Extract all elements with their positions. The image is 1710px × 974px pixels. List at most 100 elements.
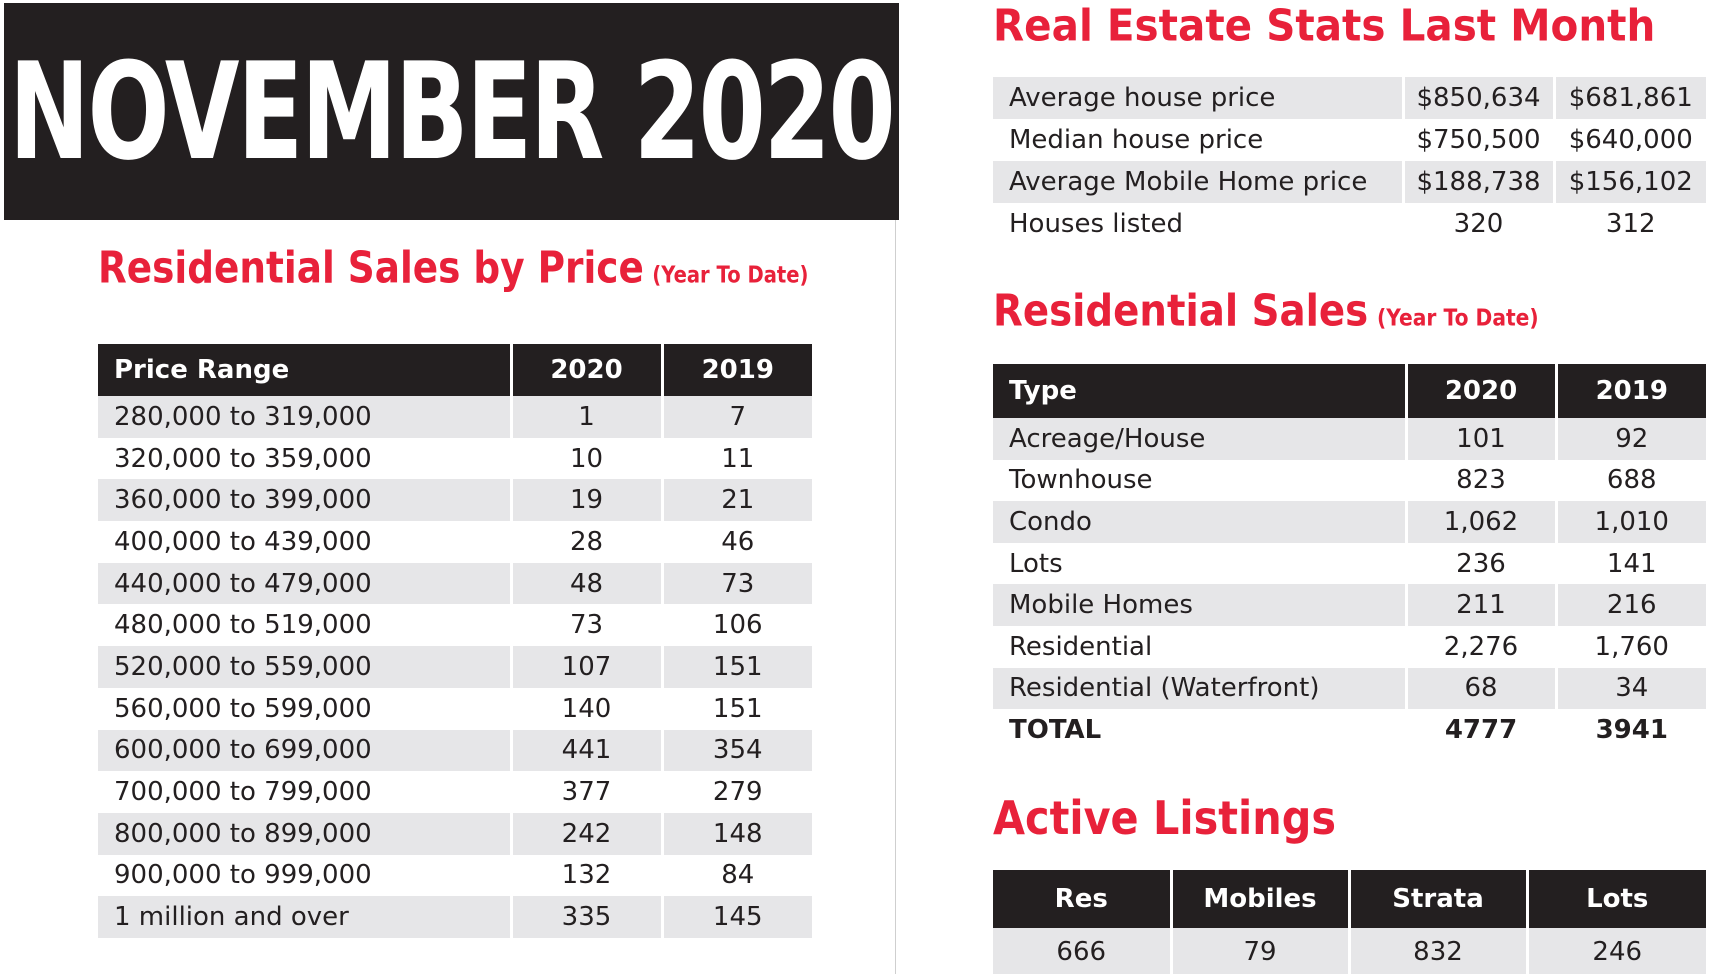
price-range: 1 million and over <box>98 896 511 938</box>
table-row: Condo 1,062 1,010 <box>993 501 1706 543</box>
stats-section-heading: Real Estate Stats Last Month <box>993 1 1655 52</box>
table-header-row: Price Range 2020 2019 <box>98 344 812 396</box>
count-2019: 688 <box>1554 459 1706 502</box>
count-2019: 354 <box>660 729 812 772</box>
active-section-heading: Active Listings <box>993 791 1336 845</box>
table-row: Average Mobile Home price $188,738 $156,10… <box>993 161 1706 203</box>
table-row: Townhouse 823 688 <box>993 459 1706 502</box>
count-2019: 106 <box>660 604 812 647</box>
count-2020: 236 <box>1404 542 1556 585</box>
sales-section-heading: Residential Sales (Year To Date) <box>993 286 1539 337</box>
count-2019: 7 <box>660 396 812 438</box>
table-row: 560,000 to 599,000 140 151 <box>98 687 812 730</box>
banner-title: NOVEMBER 2020 <box>9 33 896 190</box>
column-header: Strata <box>1347 870 1527 928</box>
price-range: 360,000 to 399,000 <box>98 479 511 522</box>
stat-label: Average house price <box>993 77 1403 119</box>
stat-label: Average Mobile Home price <box>993 161 1403 203</box>
count-2019: 216 <box>1554 584 1706 626</box>
count-2020: 68 <box>1404 667 1556 710</box>
price-range: 480,000 to 519,000 <box>114 610 372 641</box>
count-2019: 92 <box>1554 418 1706 460</box>
stat-label: Median house price <box>1009 125 1264 155</box>
column-divider <box>895 220 896 974</box>
active-section-title: Active Listings <box>993 791 1336 845</box>
column-header: Mobiles <box>1169 870 1349 928</box>
property-type: Residential <box>1009 631 1153 662</box>
count-2020: 107 <box>509 646 662 688</box>
count-2020: 48 <box>509 562 662 605</box>
active-listings-table: Res Mobiles Strata Lots 666 79 832 246 <box>993 870 1706 974</box>
count-2019: 11 <box>660 437 812 480</box>
column-header: Type <box>993 364 1406 418</box>
stat-value-prior: $681,861 <box>1552 77 1706 119</box>
total-row: TOTAL 4777 3941 <box>993 709 1706 751</box>
count-2019: 21 <box>660 479 812 522</box>
table-row: Mobile Homes 211 216 <box>993 584 1706 626</box>
price-table: Price Range 2020 2019 280,000 to 319,000… <box>98 344 812 938</box>
active-strata-count: 832 <box>1347 928 1527 974</box>
stat-value-prior: $640,000 <box>1552 119 1706 161</box>
count-2020: 1,062 <box>1404 501 1556 543</box>
total-2020: 4777 <box>1404 709 1556 751</box>
active-mobiles-count: 79 <box>1169 928 1349 974</box>
column-header: 2020 <box>1404 364 1556 418</box>
property-type: Residential (Waterfront) <box>993 667 1406 710</box>
property-type: Condo <box>993 501 1406 543</box>
table-row: 280,000 to 319,000 1 7 <box>98 396 812 438</box>
price-range: 520,000 to 559,000 <box>98 646 511 688</box>
property-type: Lots <box>1009 548 1063 579</box>
price-range: 600,000 to 699,000 <box>98 729 511 772</box>
column-header: 2019 <box>660 344 812 396</box>
price-range: 280,000 to 319,000 <box>98 396 511 438</box>
table-row: Lots 236 141 <box>993 542 1706 585</box>
price-section-title: Residential Sales by Price <box>98 242 644 294</box>
price-section-heading: Residential Sales by Price (Year To Date) <box>98 243 808 294</box>
sales-section-subtitle: (Year To Date) <box>1376 305 1539 332</box>
table-row: 700,000 to 799,000 377 279 <box>98 771 812 813</box>
table-header-row: Res Mobiles Strata Lots <box>993 870 1706 928</box>
count-2020: 101 <box>1404 418 1556 460</box>
count-2020: 10 <box>509 437 662 480</box>
table-row: 900,000 to 999,000 132 84 <box>98 854 812 897</box>
column-header: Price Range <box>98 344 511 396</box>
count-2020: 211 <box>1404 584 1556 626</box>
price-range: 560,000 to 599,000 <box>114 693 372 724</box>
stat-value-current: 320 <box>1401 203 1554 245</box>
count-2019: 148 <box>660 812 812 855</box>
count-2019: 73 <box>660 562 812 605</box>
table-row: Average house price $850,634 $681,861 <box>993 77 1706 119</box>
table-row: 520,000 to 559,000 107 151 <box>98 646 812 688</box>
banner: NOVEMBER 2020 <box>4 3 899 220</box>
table-row: Houses listed 320 312 <box>993 203 1706 245</box>
count-2019: 1,010 <box>1554 501 1706 543</box>
table-row: 400,000 to 439,000 28 46 <box>98 521 812 563</box>
sales-type-table: Type 2020 2019 Acreage/House 101 92 Townho… <box>993 364 1706 751</box>
total-2019: 3941 <box>1554 709 1706 751</box>
column-header: Lots <box>1525 870 1706 928</box>
active-res-count: 666 <box>993 928 1171 974</box>
sales-section-title: Residential Sales <box>993 285 1369 337</box>
count-2019: 141 <box>1554 542 1706 585</box>
count-2020: 73 <box>509 604 662 647</box>
count-2019: 151 <box>660 646 812 688</box>
table-row: Residential (Waterfront) 68 34 <box>993 667 1706 710</box>
count-2019: 34 <box>1554 667 1706 710</box>
property-type: Acreage/House <box>993 418 1406 460</box>
active-lots-count: 246 <box>1525 928 1706 974</box>
stat-value-prior: $156,102 <box>1552 161 1706 203</box>
table-row: 360,000 to 399,000 19 21 <box>98 479 812 522</box>
count-2020: 377 <box>509 771 662 813</box>
total-label: TOTAL <box>1009 714 1102 745</box>
table-row: 1 million and over 335 145 <box>98 896 812 938</box>
price-range: 800,000 to 899,000 <box>98 812 511 855</box>
table-row: Acreage/House 101 92 <box>993 418 1706 460</box>
stat-value-current: $188,738 <box>1401 161 1554 203</box>
count-2020: 823 <box>1404 459 1556 502</box>
table-row: 600,000 to 699,000 441 354 <box>98 729 812 772</box>
stats-section-title: Real Estate Stats Last Month <box>993 0 1656 52</box>
price-range: 700,000 to 799,000 <box>114 777 372 808</box>
column-header: 2020 <box>509 344 662 396</box>
table-row: 800,000 to 899,000 242 148 <box>98 812 812 855</box>
count-2019: 279 <box>660 771 812 813</box>
